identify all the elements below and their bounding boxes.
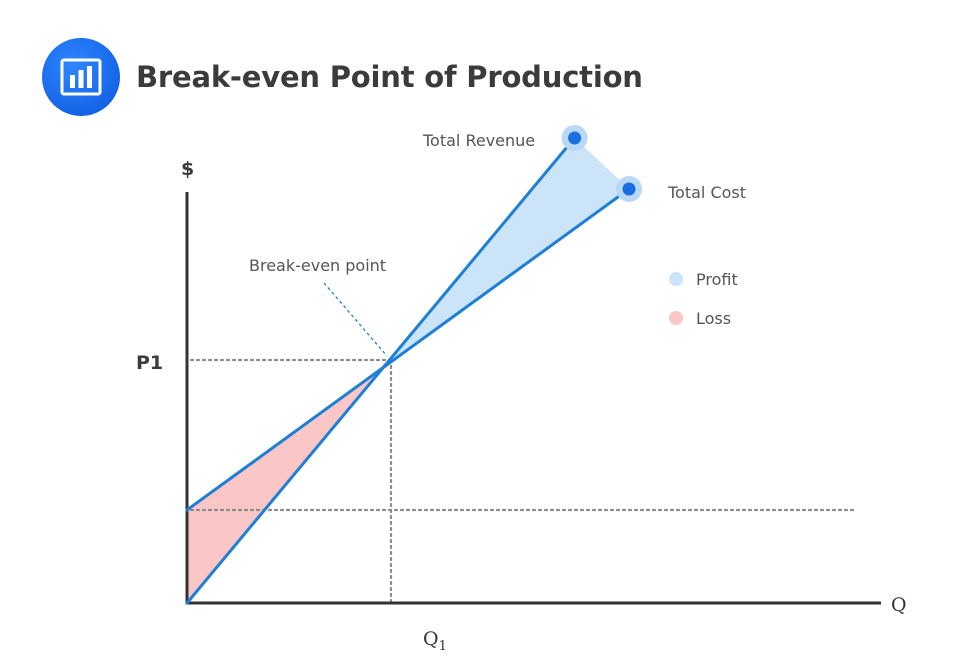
legend-loss-label: Loss [696, 309, 731, 328]
q1-tick-label: Q1 [423, 628, 447, 654]
profit-area [391, 138, 629, 360]
total-revenue-line [185, 136, 577, 605]
legend-profit-swatch [669, 272, 683, 286]
q1-tick-sub: 1 [439, 639, 447, 654]
legend-profit-label: Profit [696, 270, 738, 289]
logo [42, 38, 120, 116]
header: Break-even Point of Production [42, 38, 643, 116]
total-cost-label: Total Cost [667, 183, 746, 202]
legend-loss-swatch [669, 311, 683, 325]
total-cost-marker [622, 182, 636, 196]
x-axis-label: Q [891, 594, 907, 616]
total-revenue-label: Total Revenue [422, 131, 535, 150]
total-cost-line [185, 187, 631, 512]
bar-chart-icon [60, 58, 102, 96]
break-even-leader-line [323, 282, 388, 357]
p1-tick-label: P1 [136, 352, 163, 374]
q1-tick-main: Q [423, 628, 439, 650]
break-even-label: Break-even point [249, 256, 386, 275]
page-title: Break-even Point of Production [136, 60, 643, 94]
total-revenue-marker [568, 131, 582, 145]
y-axis-label: $ [181, 158, 194, 180]
